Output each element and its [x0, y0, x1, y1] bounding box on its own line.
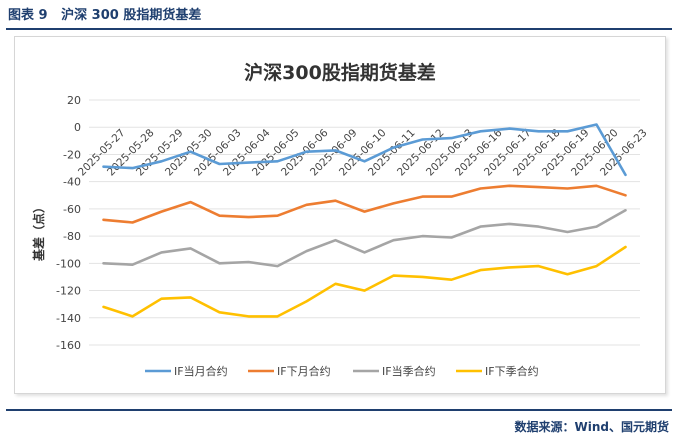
figure-header: 图表 9 沪深 300 股指期货基差	[8, 4, 201, 23]
legend-label: IF当月合约	[174, 364, 228, 378]
y-tick-label: -160	[56, 339, 81, 352]
figure-title: 沪深 300 股指期货基差	[61, 8, 202, 23]
series-lines	[102, 123, 627, 318]
y-tick-label: -120	[56, 285, 81, 298]
series-line-3	[102, 245, 627, 318]
series-line-1	[102, 184, 627, 224]
y-tick-label: -20	[63, 148, 81, 161]
legend-label: IF下月合约	[277, 364, 331, 378]
legend: IF当月合约 IF下月合约 IF当季合约 IF下季合约	[145, 364, 539, 378]
y-tick-label: -140	[56, 312, 81, 325]
figure-label: 图表 9	[8, 8, 48, 23]
basis-line-chart: 沪深300股指期货基差 基差（点） 20 0 -20 -40 -60 -80 -100 -12…	[31, 61, 650, 378]
series-line-0	[102, 123, 627, 177]
y-tick-labels: 20 0 -20 -40 -60 -80 -100 -120 -140 -160	[56, 94, 81, 352]
y-tick-label: -100	[56, 257, 81, 270]
chart-title: 沪深300股指期货基差	[244, 61, 436, 84]
y-tick-label: 20	[67, 94, 81, 107]
data-source: 数据来源：Wind、国元期货	[514, 420, 669, 434]
legend-label: IF下季合约	[485, 364, 539, 378]
x-tick-labels: 2025-05-272025-05-282025-05-292025-05-30…	[76, 127, 650, 179]
chart-frame: 沪深300股指期货基差 基差（点） 20 0 -20 -40 -60 -80 -100 -12…	[14, 36, 666, 394]
footer-divider	[6, 409, 672, 411]
y-tick-label: -40	[63, 176, 81, 189]
y-tick-label: 0	[74, 121, 81, 134]
y-axis-label: 基差（点）	[31, 201, 46, 262]
series-line-2	[102, 209, 627, 268]
y-tick-label: -80	[63, 230, 81, 243]
y-tick-label: -60	[63, 203, 81, 216]
header-divider	[6, 28, 672, 30]
legend-label: IF当季合约	[382, 364, 436, 378]
